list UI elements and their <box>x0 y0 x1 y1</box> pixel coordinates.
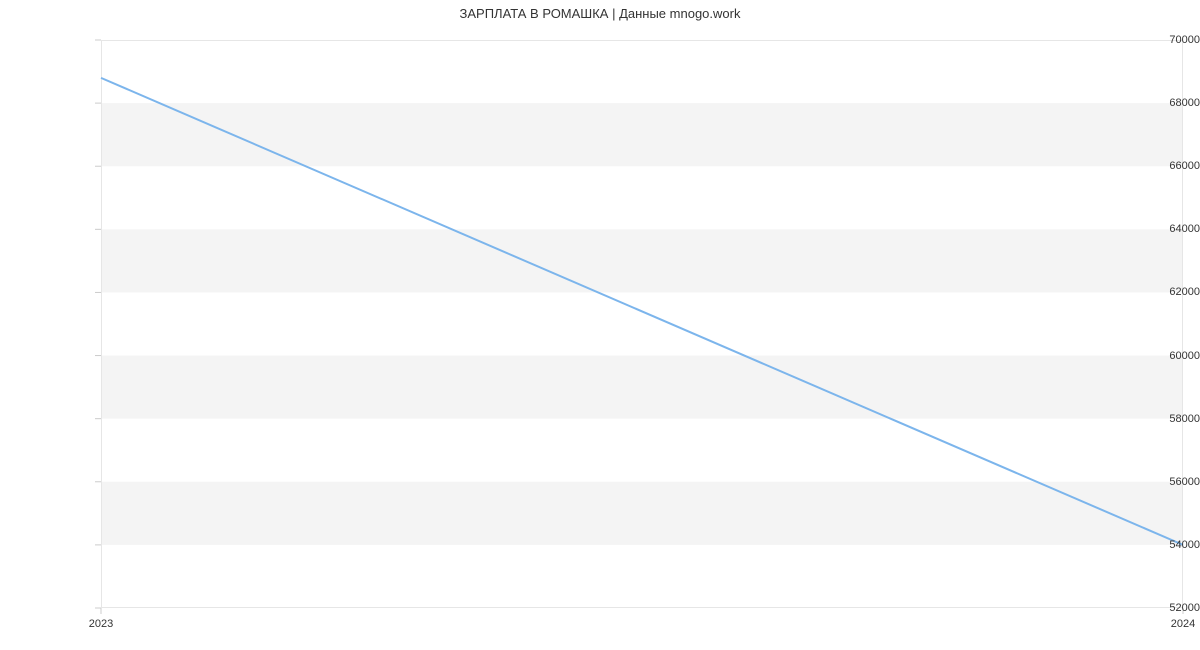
y-tick-label: 58000 <box>1109 413 1200 425</box>
y-tick-label: 54000 <box>1109 539 1200 551</box>
y-tick-label: 66000 <box>1109 160 1200 172</box>
plot-area <box>101 40 1183 608</box>
y-tick-label: 70000 <box>1109 34 1200 46</box>
x-tick-label: 2024 <box>1171 618 1195 630</box>
x-tick-label: 2023 <box>89 618 113 630</box>
y-tick-label: 52000 <box>1109 602 1200 614</box>
y-tick-label: 64000 <box>1109 223 1200 235</box>
chart-container: { "chart": { "title": "ЗАРПЛАТА В РОМАШК… <box>0 0 1200 650</box>
y-tick-label: 68000 <box>1109 97 1200 109</box>
y-tick-label: 56000 <box>1109 476 1200 488</box>
chart-title: ЗАРПЛАТА В РОМАШКА | Данные mnogo.work <box>0 6 1200 21</box>
y-tick-label: 62000 <box>1109 286 1200 298</box>
y-tick-label: 60000 <box>1109 350 1200 362</box>
